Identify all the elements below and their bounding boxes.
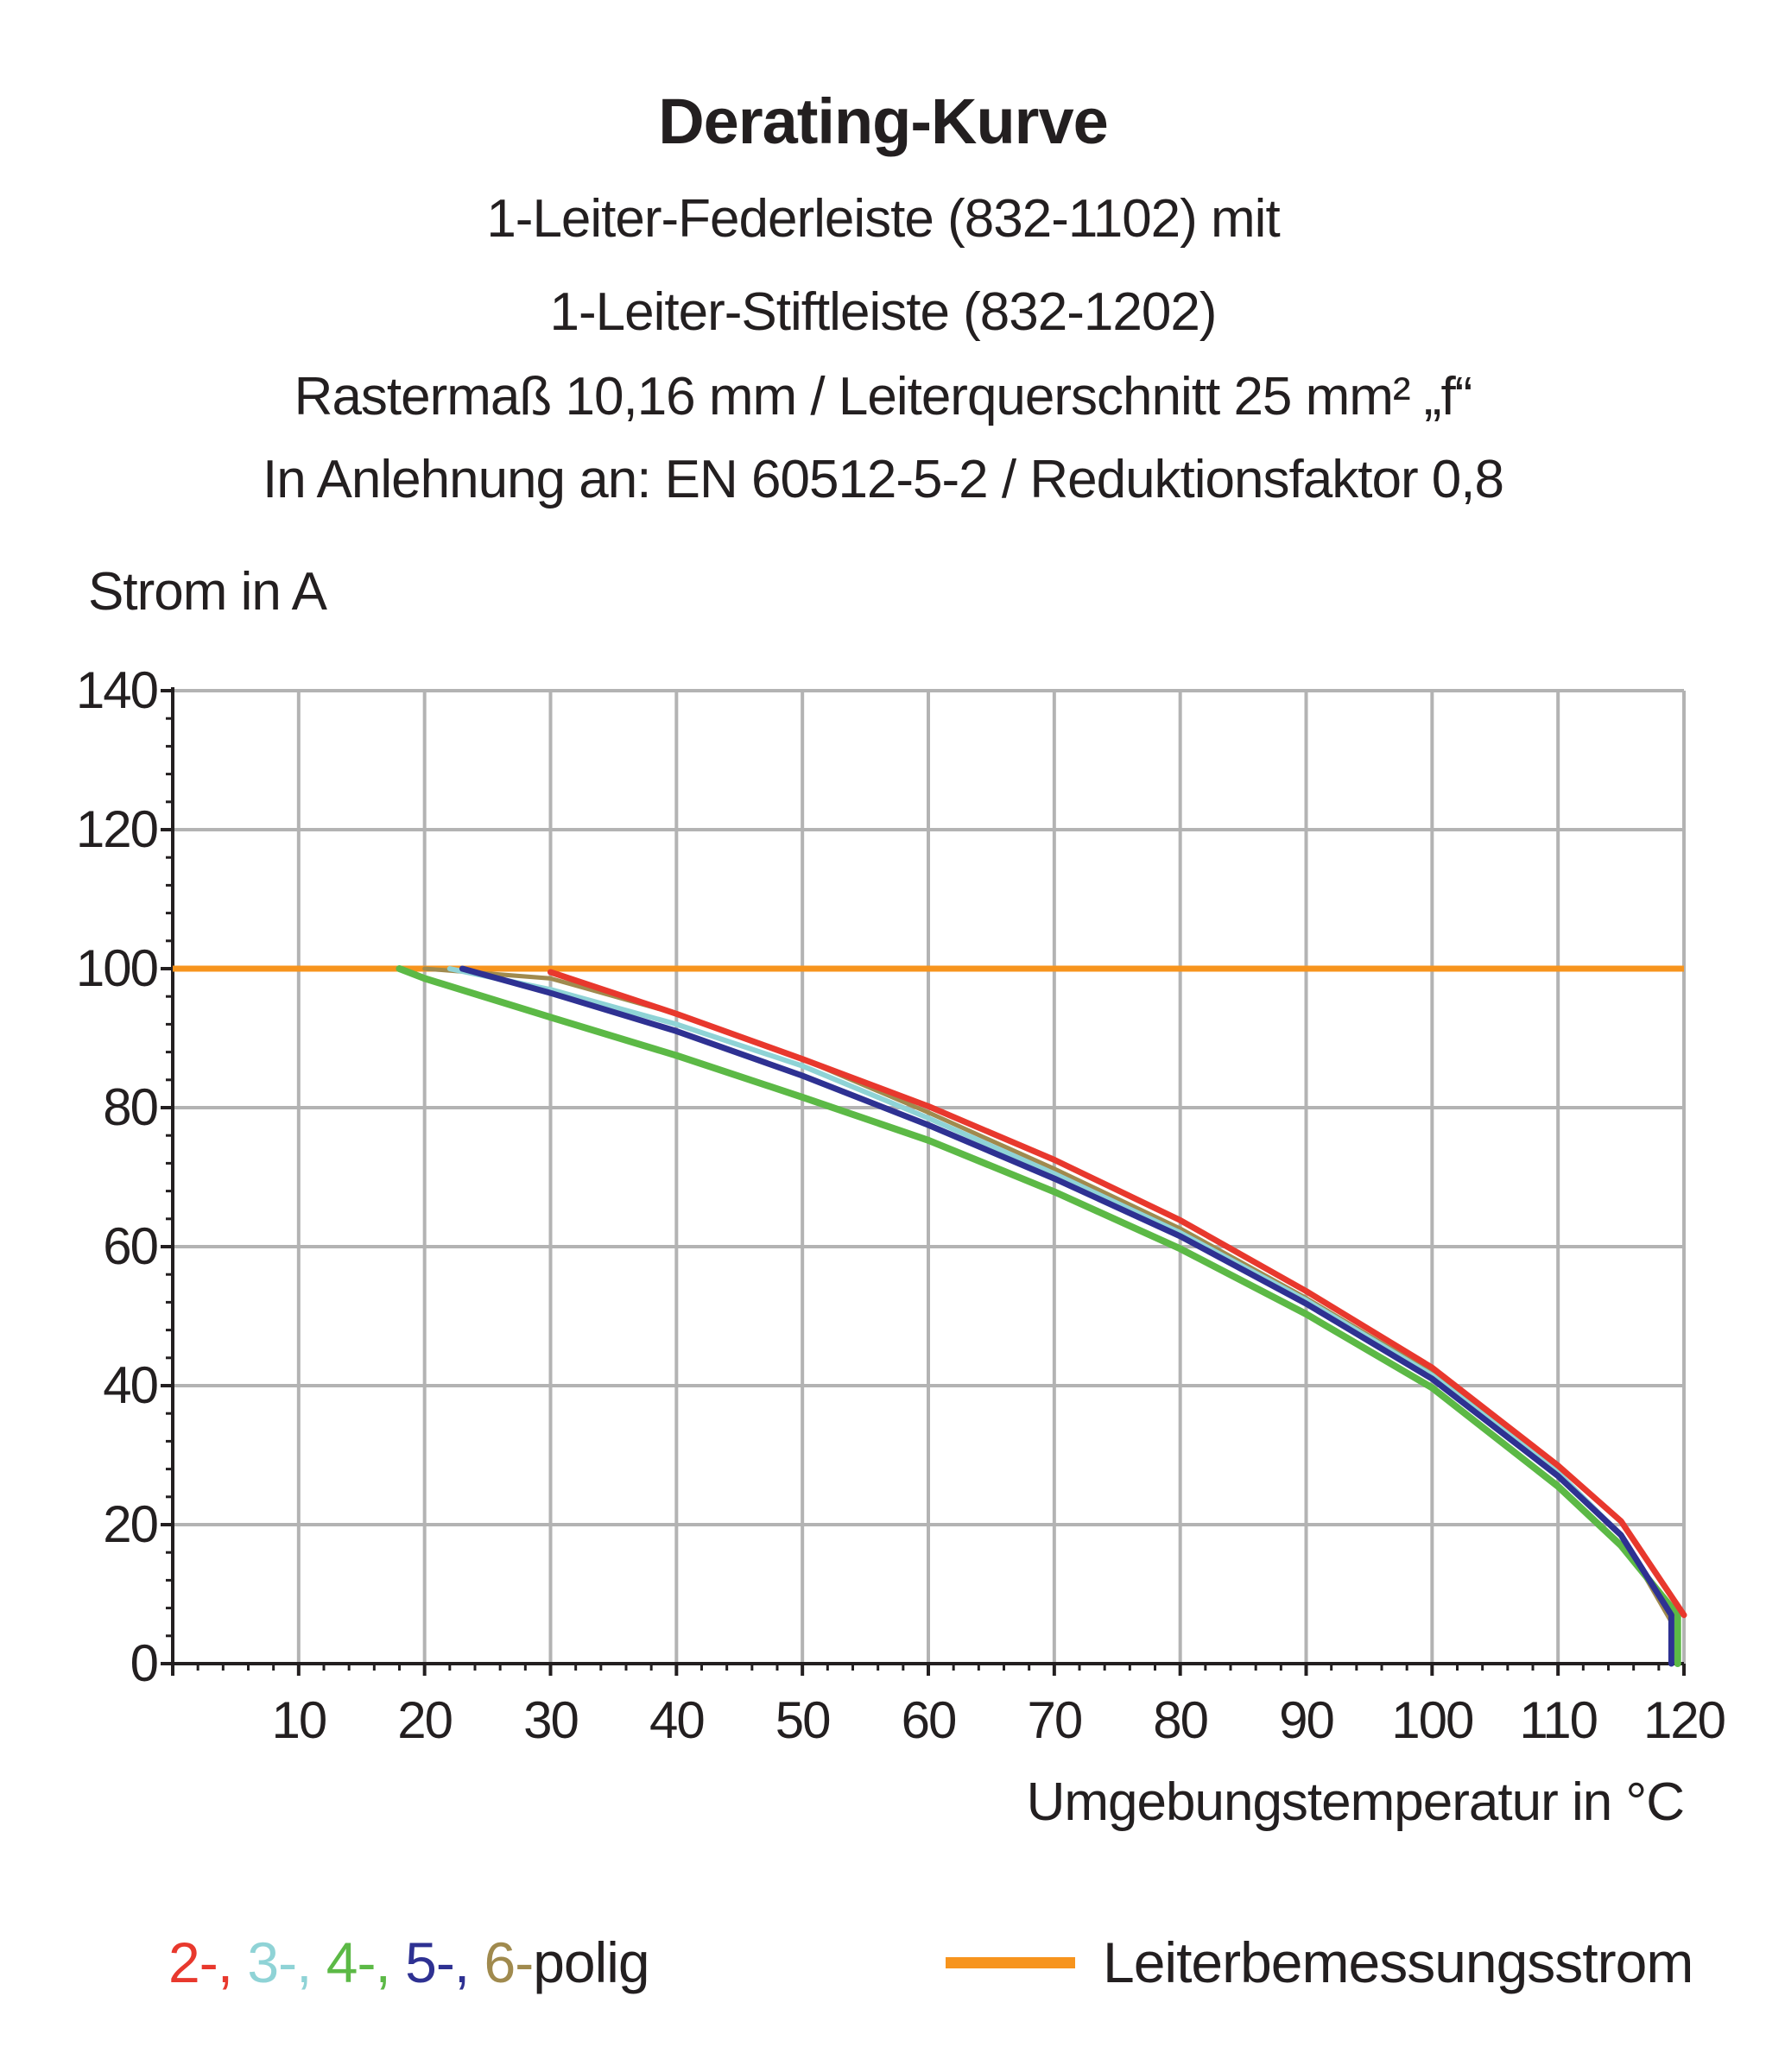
x-tick-label-90: 90 (1279, 1691, 1333, 1749)
y-tick-label-40: 40 (103, 1356, 157, 1414)
legend-rated-current-swatch (946, 1956, 1075, 1968)
axes (161, 687, 1686, 1676)
legend-pole-item-8: 6- (484, 1930, 535, 1994)
x-tick-label-20: 20 (397, 1691, 452, 1749)
x-tick-label-100: 100 (1391, 1691, 1473, 1749)
derating-chart: Strom in A Umgebungstemperatur in °C 0 20… (76, 562, 1727, 1832)
series-line-4polig (396, 965, 1681, 1667)
series-line-5polig (459, 965, 1674, 1667)
legend-pole-item-4: 4- (326, 1930, 377, 1994)
x-tick-label-80: 80 (1153, 1691, 1207, 1749)
legend-poles: 2-, 3-, 4-, 5-, 6-polig (168, 1930, 650, 1995)
x-tick-label-30: 30 (523, 1691, 578, 1749)
series-line-2polig (548, 969, 1687, 1619)
y-tick-label-120: 120 (76, 800, 158, 858)
legend-pole-item-2: 3- (247, 1930, 297, 1994)
legend-pole-item-7: , (453, 1930, 484, 1994)
y-tick-label-60: 60 (103, 1217, 157, 1275)
series-line-3polig (446, 966, 1674, 1666)
x-axis-label: Umgebungstemperatur in °C (1027, 1772, 1684, 1832)
legend-pole-item-3: , (296, 1930, 326, 1994)
chart-subtitle-line-2: 1-Leiter-Stiftleiste (832-1202) (549, 282, 1218, 342)
y-tick-label-20: 20 (103, 1495, 157, 1553)
chart-title: Derating-Kurve (658, 85, 1109, 157)
x-tick-label-110: 110 (1519, 1691, 1597, 1749)
x-tick-label-40: 40 (649, 1691, 704, 1749)
x-tick-label-120: 120 (1643, 1691, 1725, 1749)
y-axis-label: Strom in A (88, 562, 328, 622)
legend-rated-current: Leiterbemessungsstrom (946, 1930, 1693, 1995)
tick-labels: 0 20 40 60 80 100 120 140 10 20 30 40 50 60 70 80 90 100 1… (76, 661, 1727, 1749)
chart-subtitle-line-4: In Anlehnung an: EN 60512-5-2 / Reduktio… (263, 450, 1504, 509)
legend-poles-suffix: polig (533, 1930, 649, 1994)
y-tick-label-140: 140 (76, 661, 158, 719)
x-tick-label-70: 70 (1027, 1691, 1081, 1749)
legend-pole-items: 2-, 3-, 4-, 5-, 6- (168, 1930, 535, 1994)
grid (173, 689, 1686, 1664)
legend-pole-item-5: , (375, 1930, 406, 1994)
series-line-6polig (422, 966, 1674, 1666)
legend-pole-item-6: 5- (405, 1930, 455, 1994)
x-tick-label-10: 10 (271, 1691, 326, 1749)
chart-subtitle-line-3: Rastermaß 10,16 mm / Leiterquerschnitt 2… (294, 367, 1473, 426)
y-tick-label-80: 80 (103, 1078, 157, 1136)
legend-rated-current-label: Leiterbemessungsstrom (1103, 1930, 1693, 1994)
x-tick-label-50: 50 (775, 1691, 830, 1749)
chart-subtitle-line-1: 1-Leiter-Federleiste (832-1102) mit (486, 189, 1280, 249)
x-tick-label-60: 60 (902, 1691, 956, 1749)
legend-pole-item-1: , (217, 1930, 248, 1994)
y-tick-label-100: 100 (76, 939, 158, 997)
data-series (396, 965, 1687, 1667)
legend-pole-item-0: 2- (168, 1930, 218, 1994)
y-tick-label-0: 0 (130, 1634, 158, 1692)
